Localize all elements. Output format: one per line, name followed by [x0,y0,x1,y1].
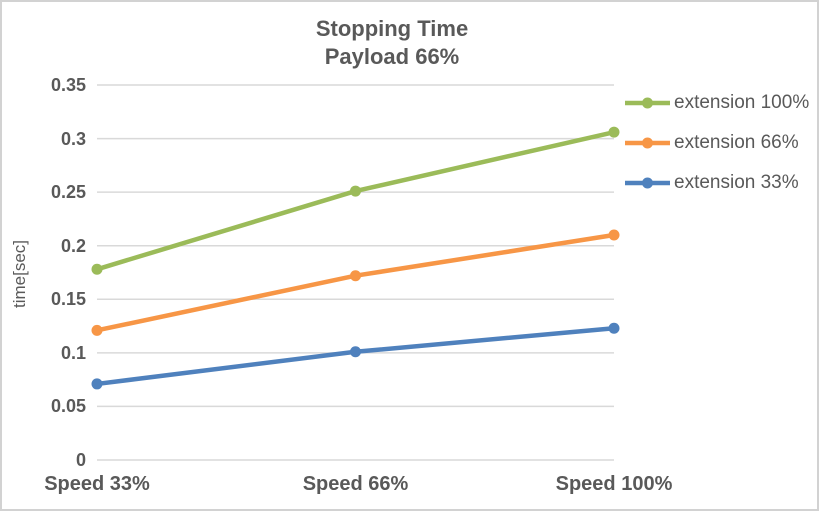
data-point-marker [350,270,361,282]
chart-title-block: Stopping Time Payload 66% [2,15,782,71]
data-point-marker [608,322,620,334]
data-point-marker [608,229,620,241]
y-tick-label: 0.3 [60,128,86,149]
legend-item: extension 66% [624,123,809,163]
legend-label: extension 66% [674,132,799,153]
data-point-marker [91,378,103,390]
y-tick-label: 0.25 [50,182,86,203]
chart-subtitle: Payload 66% [324,44,460,69]
data-point-marker [91,324,103,336]
legend-swatch-icon [625,97,670,109]
x-tick-label: Speed 100% [555,473,673,495]
y-axis-title: time[sec] [10,239,29,309]
y-tick-label: 0.15 [50,289,86,310]
legend: extension 100% extension 66% extension 33% [624,83,809,203]
y-tick-label: 0 [75,450,86,470]
data-point-marker [91,263,103,275]
x-tick-label: Speed 33% [44,473,150,495]
x-tick-label: Speed 66% [302,473,409,495]
y-tick-label: 0.35 [50,75,86,95]
data-point-marker [608,126,620,138]
legend-swatch-icon [625,137,670,149]
series-line [94,232,617,333]
legend-label: extension 100% [674,92,810,113]
legend-swatch-icon [625,177,670,189]
legend-item: extension 100% [624,83,809,123]
chart-title: Stopping Time [315,16,469,41]
data-point-marker [350,185,361,197]
y-tick-label: 0.05 [50,396,86,417]
y-tick-label: 0.2 [60,235,86,256]
legend-label: extension 33% [674,172,799,193]
legend-item: extension 33% [624,163,809,203]
y-tick-label: 0.1 [60,342,86,363]
data-point-marker [350,346,361,358]
